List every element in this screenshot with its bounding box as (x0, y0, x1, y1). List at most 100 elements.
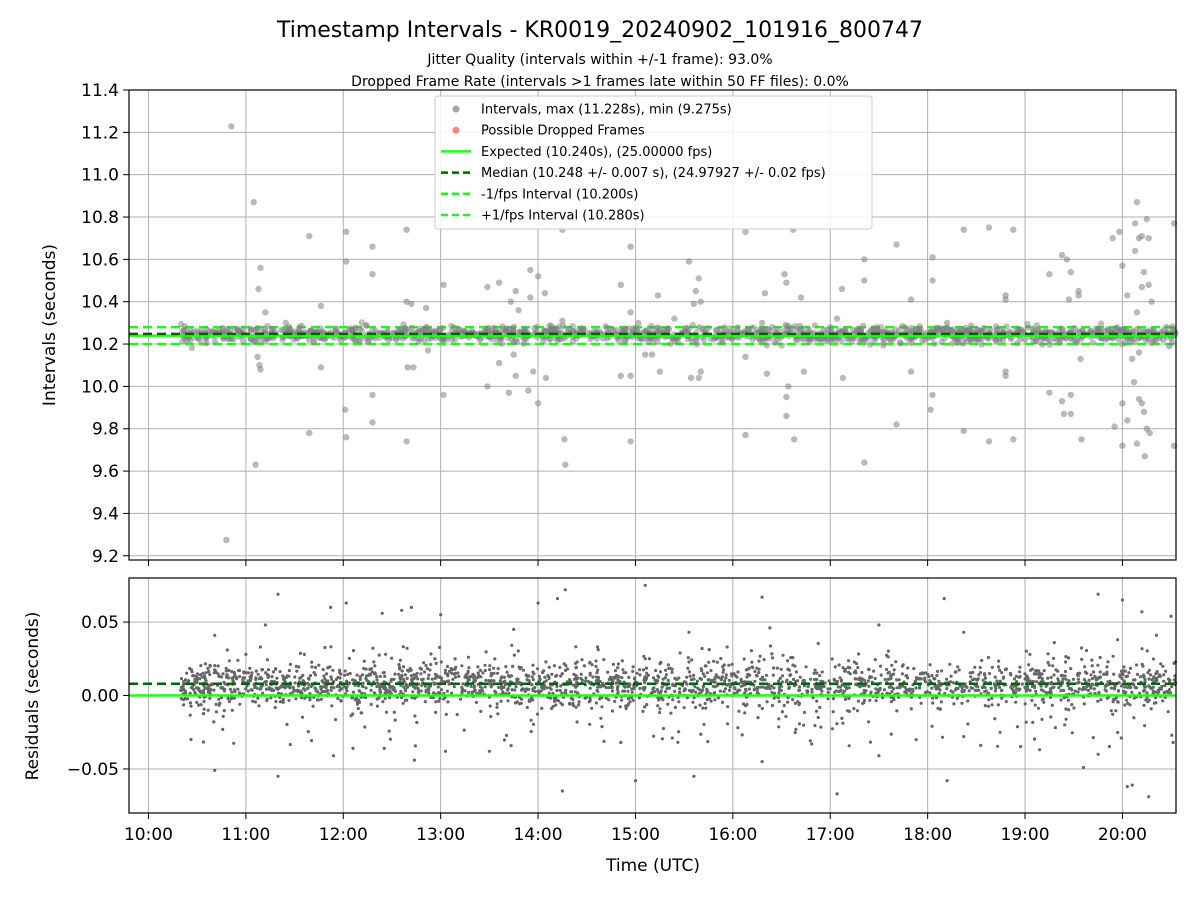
residual-point (278, 700, 282, 704)
residual-point (329, 688, 333, 693)
residual-point (196, 677, 200, 681)
residual-point (453, 675, 458, 679)
residual-point (616, 690, 620, 694)
residual-point (727, 678, 731, 682)
interval-outlier-point (1135, 349, 1143, 356)
residual-point (305, 681, 310, 686)
interval-point (512, 336, 519, 343)
residual-point (325, 688, 330, 693)
residual-point (574, 666, 578, 670)
residual-point (560, 703, 565, 707)
residual-point (1057, 686, 1061, 690)
residual-point (559, 674, 563, 678)
residual-point (349, 714, 353, 718)
residual-point (624, 671, 628, 675)
interval-outlier-point (656, 368, 663, 375)
residual-point (442, 697, 446, 701)
residual-point (512, 653, 517, 657)
residual-point (786, 700, 790, 704)
residual-point (1082, 677, 1086, 682)
residual-point (504, 665, 508, 669)
interval-outlier-point (1145, 281, 1152, 288)
residual-point (758, 654, 762, 658)
residual-point (1155, 671, 1159, 675)
residual-outlier-point (760, 595, 764, 599)
interval-outlier-point (306, 429, 313, 437)
residual-point (259, 686, 263, 690)
residual-point (998, 668, 1002, 672)
interval-outlier-point (228, 123, 235, 130)
interval-outlier-point (1143, 215, 1151, 223)
interval-point (782, 321, 789, 328)
residual-point (197, 703, 201, 707)
interval-point (1169, 326, 1176, 333)
interval-point (1018, 326, 1025, 333)
interval-point (689, 338, 696, 345)
residual-point (1018, 665, 1022, 669)
residual-point (547, 675, 551, 680)
residual-point (202, 699, 206, 704)
residual-point (213, 668, 217, 672)
residual-point (1146, 671, 1150, 675)
residual-outlier-point (692, 774, 696, 778)
residual-point (189, 737, 193, 742)
residual-point (702, 722, 706, 727)
residual-point (179, 688, 183, 693)
residual-outlier-point (512, 627, 516, 632)
residual-point (558, 665, 562, 670)
residual-point (677, 730, 681, 734)
residual-point (1066, 656, 1071, 660)
residual-point (1014, 700, 1018, 704)
residual-point (463, 689, 467, 693)
residual-point (423, 684, 427, 688)
interval-outlier-point (943, 319, 951, 327)
residual-point (923, 678, 927, 682)
intervals-y-tick-label: 10.6 (81, 250, 119, 270)
residual-point (732, 672, 736, 676)
residual-point (1015, 680, 1019, 684)
residual-point (725, 645, 729, 649)
residual-point (544, 660, 548, 664)
residual-point (388, 696, 392, 700)
residual-point (325, 672, 329, 676)
residual-point (692, 673, 696, 678)
residual-point (560, 672, 564, 676)
residual-point (527, 699, 532, 704)
residual-outlier-point (945, 779, 949, 783)
interval-point (580, 326, 587, 333)
residual-point (705, 671, 709, 675)
residual-point (1059, 698, 1063, 702)
residual-point (827, 679, 831, 683)
residual-point (1024, 649, 1028, 653)
residual-point (271, 670, 276, 674)
interval-point (796, 326, 803, 333)
interval-outlier-point (1133, 199, 1141, 206)
residual-point (750, 665, 754, 669)
residual-point (687, 670, 692, 674)
residual-point (1129, 685, 1133, 689)
residual-point (779, 667, 783, 671)
residual-point (291, 685, 295, 690)
residual-point (889, 732, 893, 736)
residual-point (756, 685, 760, 690)
residual-point (206, 686, 210, 690)
residual-point (1079, 646, 1084, 650)
x-tick-label: 15:00 (611, 825, 660, 845)
residual-point (492, 679, 496, 683)
residual-outlier-point (563, 588, 567, 592)
residual-point (340, 687, 344, 691)
residual-point (637, 696, 642, 700)
residual-point (610, 686, 614, 690)
residual-point (777, 686, 781, 690)
residual-point (1046, 660, 1050, 665)
residual-point (750, 660, 754, 664)
residual-point (1056, 669, 1060, 673)
residual-point (481, 689, 485, 693)
residual-point (1138, 691, 1142, 695)
interval-outlier-point (408, 300, 415, 307)
residual-point (196, 672, 200, 676)
interval-outlier-point (907, 296, 915, 303)
residual-point (1023, 677, 1027, 681)
interval-outlier-point (1140, 268, 1148, 276)
residual-point (599, 716, 603, 720)
